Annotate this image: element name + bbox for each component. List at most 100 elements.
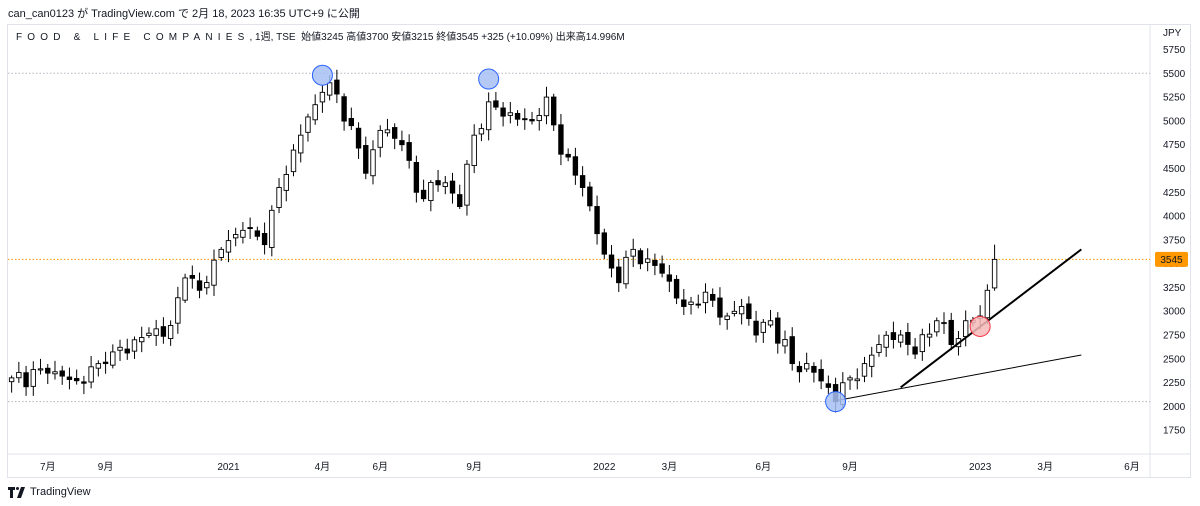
- candle-down: [796, 365, 803, 373]
- candle-up: [117, 346, 123, 351]
- y-tick-label: 2250: [1163, 378, 1186, 389]
- y-tick-label: 5000: [1163, 116, 1186, 127]
- candle-down: [572, 156, 579, 176]
- candle-down: [912, 346, 918, 355]
- x-tick-label: 4月: [315, 461, 331, 473]
- candle-up: [803, 363, 810, 370]
- candle-up: [738, 306, 745, 315]
- candle-down: [363, 145, 369, 174]
- candle-up: [644, 258, 651, 263]
- x-tick-label: 3月: [662, 461, 678, 473]
- candle-down: [746, 303, 752, 320]
- candle-down: [160, 326, 167, 337]
- currency-label: JPY: [1163, 28, 1182, 39]
- candle-down: [753, 320, 759, 336]
- candle-down: [124, 348, 130, 354]
- candle-up: [630, 248, 636, 257]
- candle-up: [485, 101, 492, 131]
- candle-up: [167, 325, 174, 340]
- candle-up: [146, 332, 152, 336]
- x-tick-label: 6月: [372, 461, 388, 473]
- y-tick-label: 3250: [1163, 283, 1186, 294]
- chart-legend: FOOD & LIFE COMPANIES, 1週, TSE 始値3245 高値…: [16, 28, 625, 43]
- candle-up: [283, 174, 289, 191]
- candle-up: [16, 372, 22, 379]
- candle-down: [254, 230, 261, 237]
- candle-down: [825, 383, 832, 388]
- candle-down: [500, 107, 506, 117]
- candle-down: [334, 79, 340, 95]
- pivot-marker-blue: [825, 391, 847, 413]
- candle-up: [478, 128, 485, 135]
- candle-up: [370, 149, 376, 177]
- y-tick-label: 4750: [1163, 140, 1186, 151]
- candle-down: [659, 263, 665, 274]
- candle-up: [175, 297, 181, 324]
- candle-down: [565, 153, 571, 158]
- candle-up: [8, 377, 15, 383]
- candle-up: [182, 277, 188, 301]
- y-tick-label: 2000: [1163, 402, 1186, 413]
- candle-down: [673, 278, 680, 299]
- y-tick-label: 3000: [1163, 307, 1186, 318]
- chart-frame[interactable]: [7, 24, 1191, 478]
- candle-up: [543, 96, 550, 117]
- candle-up: [218, 248, 224, 258]
- candle-up: [688, 301, 694, 305]
- candle-up: [319, 91, 326, 103]
- y-tick-label: 3750: [1163, 235, 1186, 246]
- lower-trendline: [835, 354, 1082, 402]
- candle-up: [276, 187, 282, 208]
- tradingview-logo-icon: [8, 486, 25, 498]
- candle-down: [789, 336, 795, 365]
- candle-up: [464, 163, 470, 206]
- candle-down: [666, 274, 673, 282]
- candle-up: [269, 209, 275, 248]
- x-tick-label: 9月: [466, 461, 482, 473]
- y-tick-label: 5500: [1163, 69, 1186, 80]
- x-tick-label: 6月: [1124, 461, 1140, 473]
- publish-info: can_can0123 が TradingView.com で 2月 18, 2…: [8, 8, 360, 20]
- candle-down: [391, 127, 398, 139]
- pivot-marker-blue: [478, 68, 500, 90]
- candle-up: [854, 378, 860, 382]
- candle-down: [616, 266, 622, 284]
- candle-down: [514, 112, 521, 120]
- candle-down: [45, 367, 51, 374]
- y-tick-label: 4250: [1163, 188, 1186, 199]
- x-tick-label: 3月: [1037, 461, 1053, 473]
- candle-down: [341, 96, 347, 122]
- candle-up: [95, 363, 102, 369]
- candle-down: [102, 361, 109, 365]
- candle-up: [305, 116, 311, 133]
- candle-up: [883, 334, 889, 348]
- tradingview-brand[interactable]: TradingView: [8, 486, 91, 498]
- x-tick-label: 9月: [842, 461, 858, 473]
- symbol-name[interactable]: FOOD & LIFE COMPANIES: [16, 32, 250, 43]
- candle-down: [775, 317, 781, 344]
- rising-trendline: [900, 248, 1082, 389]
- candle-down: [551, 96, 557, 126]
- candle-down: [493, 100, 499, 108]
- last-price-label: 3545: [1160, 255, 1183, 266]
- y-tick-label: 1750: [1163, 426, 1186, 437]
- candle-up: [724, 315, 730, 320]
- x-tick-label: 7月: [40, 461, 56, 473]
- candle-down: [717, 297, 723, 318]
- candle-down: [890, 332, 897, 340]
- y-tick-label: 4500: [1163, 164, 1186, 175]
- candle-down: [413, 162, 420, 193]
- x-tick-label: 2023: [969, 462, 992, 473]
- x-tick-label: 9月: [98, 461, 114, 473]
- candle-down: [811, 365, 817, 373]
- candle-up: [847, 377, 853, 381]
- candle-down: [247, 227, 253, 229]
- candle-up: [290, 149, 297, 173]
- x-tick-label: 6月: [756, 461, 772, 473]
- x-tick-label: 2022: [593, 462, 616, 473]
- candle-down: [420, 189, 427, 200]
- candle-up: [88, 366, 94, 383]
- candle-up: [536, 115, 542, 122]
- candle-down: [695, 303, 701, 306]
